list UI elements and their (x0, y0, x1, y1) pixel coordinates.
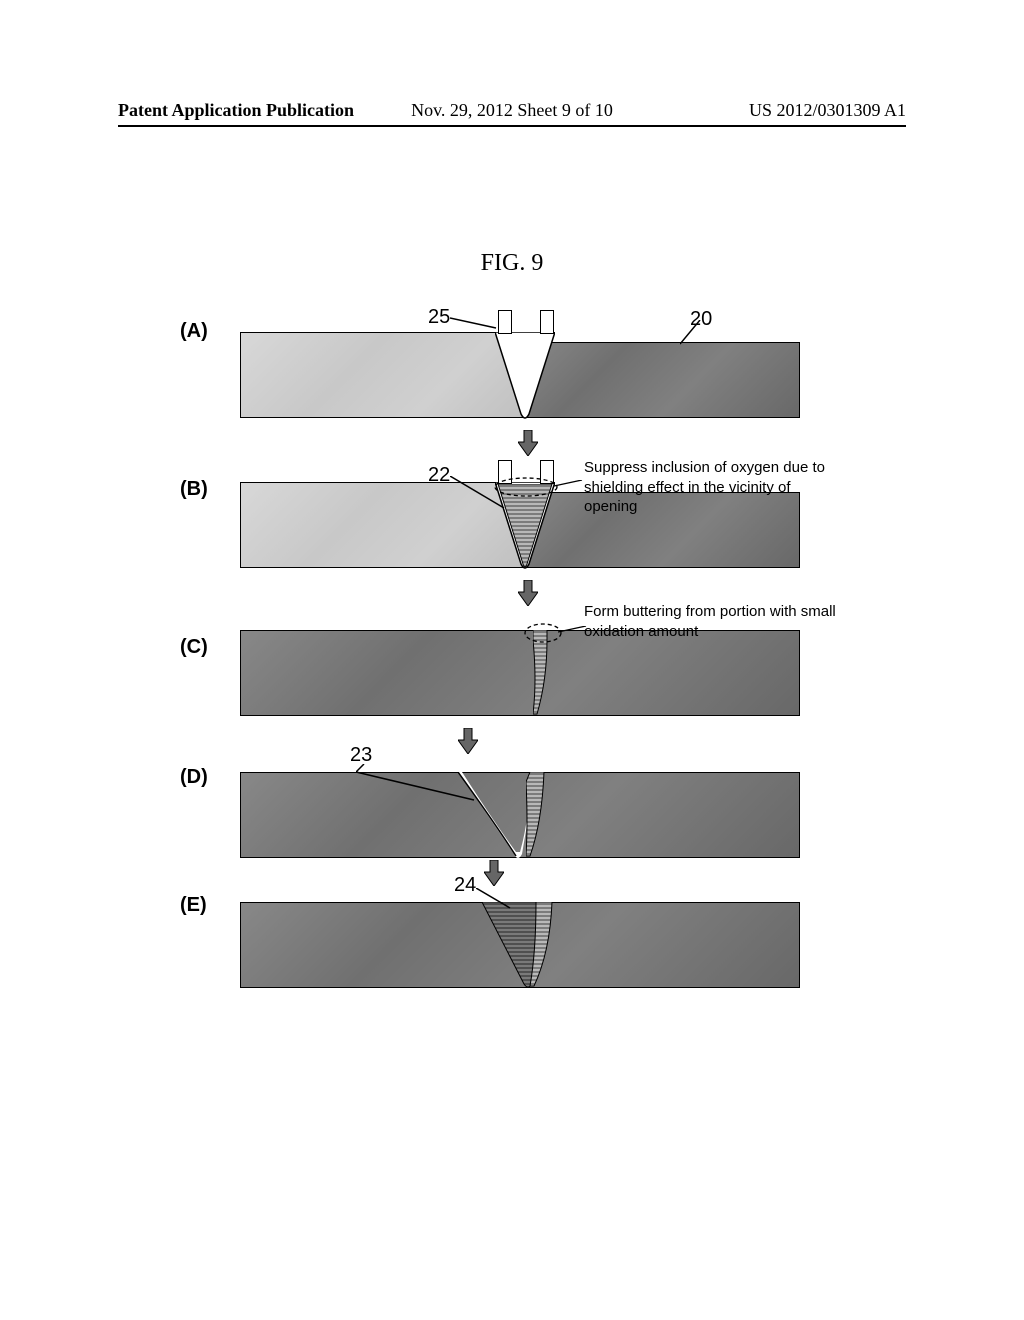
left-member (240, 332, 525, 418)
panel-e: (E) (180, 880, 860, 998)
arrow-b-c (518, 580, 538, 606)
panel-c-section: Form buttering from portion with small o… (240, 608, 800, 716)
ref-22: 22 (428, 464, 450, 487)
panel-e-label: (E) (180, 894, 207, 917)
tab-right (540, 310, 554, 334)
panel-a: (A) 25 20 (180, 310, 860, 440)
panel-a-label: (A) (180, 320, 208, 343)
ref-24: 24 (454, 874, 476, 897)
page-header: Patent Application Publication Nov. 29, … (118, 100, 906, 127)
header-pub-number: US 2012/0301309 A1 (749, 100, 906, 121)
leader-annot-b (554, 480, 584, 490)
annotation-c: Form buttering from portion with small o… (584, 602, 844, 641)
panel-c: (C) (180, 608, 860, 736)
header-publication: Patent Application Publication (118, 100, 354, 121)
panel-a-section: 25 20 (240, 310, 800, 418)
panel-b-section: 22 Suppress inclusion of oxygen due to s… (240, 460, 800, 568)
leader-20 (680, 320, 710, 346)
dashed-oval-c (523, 622, 563, 649)
full-member-c (240, 630, 800, 716)
header-date-sheet: Nov. 29, 2012 Sheet 9 of 10 (411, 100, 613, 121)
right-member (523, 342, 800, 418)
panel-b: (B) (180, 460, 860, 590)
panel-d-label: (D) (180, 766, 208, 789)
leader-23 (356, 764, 476, 802)
leader-24 (476, 888, 512, 910)
buttering-d (526, 772, 548, 865)
leader-22 (450, 476, 506, 510)
arrow-a-b (518, 430, 538, 456)
annotation-b: Suppress inclusion of oxygen due to shie… (584, 458, 844, 517)
leader-25 (450, 316, 498, 330)
panel-b-label: (B) (180, 478, 208, 501)
ref-25: 25 (428, 306, 450, 329)
panel-c-label: (C) (180, 636, 208, 659)
v-groove-a (495, 332, 555, 418)
figure-title: FIG. 9 (481, 250, 544, 277)
tabs-a (498, 310, 554, 334)
figure-9: (A) 25 20 (180, 310, 860, 1006)
tab-left (498, 310, 512, 334)
panel-d-section: 23 (240, 750, 800, 858)
weld-fill-e (482, 902, 554, 995)
panel-d: (D) (180, 750, 860, 868)
panel-e-section: 24 (240, 880, 800, 988)
